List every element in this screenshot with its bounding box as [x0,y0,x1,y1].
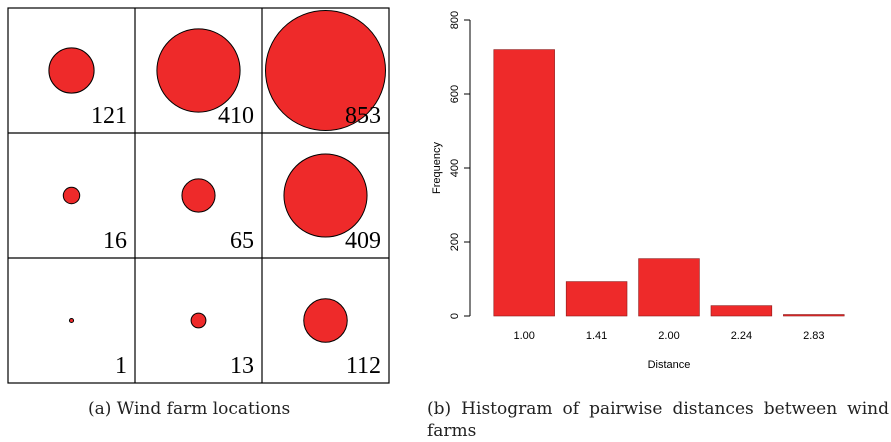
x-axis-label: Distance [648,359,691,371]
y-tick-label: 200 [449,233,461,251]
cell-count-label: 410 [218,103,254,129]
cell-count-label: 112 [346,353,381,379]
y-tick-label: 800 [449,11,461,29]
grid-frame [7,7,390,384]
cell-count-label: 65 [230,228,254,254]
x-tick-label: 2.24 [731,330,752,342]
cell-count-label: 409 [345,228,381,254]
cell-count-label: 13 [230,353,254,379]
distance-histogram-chart: 0 200 400 600 800 Frequency 1.00 1.41 2.00 2.24 2.… [431,11,845,371]
caption-wind-farm-locations: (a) Wind farm locations [88,399,291,419]
x-tick-label: 2.83 [803,330,824,342]
histogram-bar [565,281,628,317]
cell-count-label: 16 [103,228,127,254]
x-tick-label: 1.00 [513,330,534,342]
histogram-bar [783,314,845,317]
wind-farm-bubble [156,28,241,113]
y-tick-label: 600 [449,85,461,103]
wind-farm-bubble [62,186,81,205]
histogram-bar [710,305,773,317]
caption-histogram-distances: (b) Histogram of pairwise distances betw… [427,399,889,441]
y-axis-label: Frequency [431,142,443,194]
wind-farm-bubble [265,10,386,131]
wind-farm-bubble [303,298,348,343]
cell-count-label: 853 [345,103,381,129]
wind-farm-bubble [68,317,75,324]
wind-farm-bubble [283,153,368,238]
x-tick-label: 1.41 [586,330,607,342]
y-tick-label: 400 [449,159,461,177]
histogram-bar [493,49,555,317]
wind-farm-bubble [190,312,207,329]
histogram-bar [638,258,700,317]
wind-farm-bubble [181,178,216,213]
wind-farm-bubble [48,47,95,94]
x-tick-label: 2.00 [658,330,679,342]
y-tick-label: 0 [449,313,461,319]
cell-count-label: 121 [91,103,127,129]
wind-farm-grid-chart: 121 410 853 16 65 409 1 13 112 [7,7,390,384]
cell-count-label: 1 [115,353,127,379]
